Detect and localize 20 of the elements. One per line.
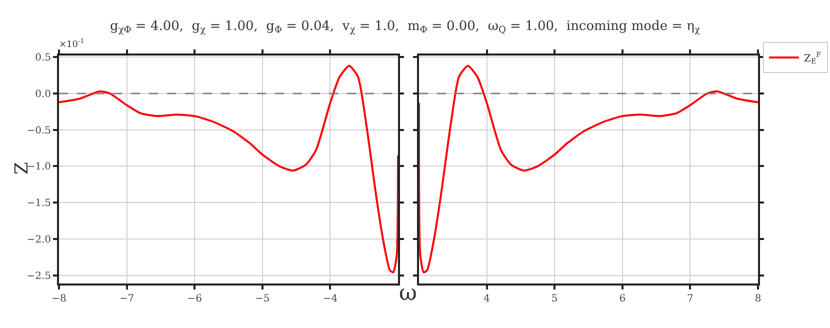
x-tick-label: −4 xyxy=(322,293,338,304)
x-tick-label: −5 xyxy=(255,293,270,304)
x-tick-label: 8 xyxy=(754,293,762,304)
x-tick-label: 4 xyxy=(484,293,490,304)
x-axis-title: ω xyxy=(399,281,417,306)
y-tick-label: −1.5 xyxy=(26,198,51,210)
x-tick-label: −8 xyxy=(52,293,66,304)
y-tick-label: 0.0 xyxy=(35,89,51,100)
chart-title: g$_{χΦ}$ = 4.00, g$_{χ}$ = 1.00, g$_{Φ}$ = 0.04, v$_{χ}$ = 1.0, m$_{Φ}$ = 0.00, ω$_{Q}$ = 1.00, incoming mode = η$_{χ}$ xyxy=(110,19,700,36)
x-tick-label: 7 xyxy=(687,293,694,304)
x-tick-label: 5 xyxy=(551,293,558,304)
x-tick-label: 6 xyxy=(619,293,626,304)
x-tick-label: −6 xyxy=(187,293,202,304)
y-tick-label: −2.5 xyxy=(26,270,51,282)
y-tick-label: −0.5 xyxy=(26,125,51,136)
x-tick-label: −7 xyxy=(119,293,134,304)
y-tick-label: 0.5 xyxy=(35,52,51,64)
y-tick-label: −2.0 xyxy=(26,234,51,246)
text: ×10$^{-1}$ xyxy=(59,38,84,50)
y-tick-label: −1.0 xyxy=(26,162,51,173)
